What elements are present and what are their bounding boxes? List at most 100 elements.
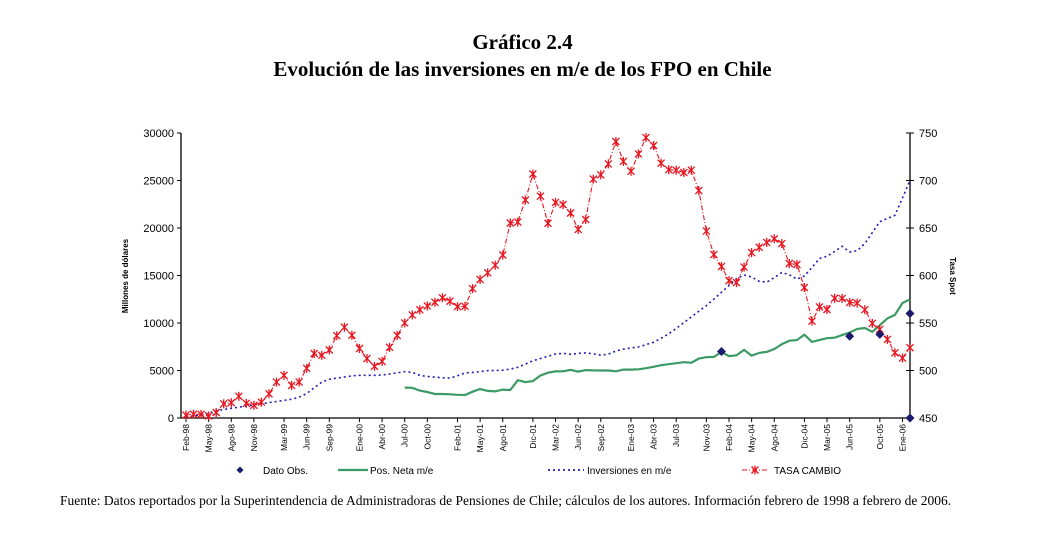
tasa-cambio-point bbox=[702, 226, 711, 236]
x-tick-label: Ago-01 bbox=[498, 424, 508, 452]
y2-tick-label: 450 bbox=[919, 413, 937, 425]
y-tick-label: 0 bbox=[168, 413, 174, 425]
tasa-cambio-point bbox=[536, 191, 545, 201]
x-tick-label: Feb-04 bbox=[724, 424, 734, 451]
tasa-cambio-point bbox=[272, 377, 281, 387]
y2-tick-label: 750 bbox=[919, 128, 937, 140]
x-tick-label: Dic-04 bbox=[799, 424, 809, 449]
tasa-cambio-point bbox=[559, 200, 568, 210]
x-tick-label: May-98 bbox=[204, 424, 214, 453]
tasa-cambio-point bbox=[544, 218, 552, 228]
x-tick-label: Jun-05 bbox=[845, 424, 855, 450]
x-tick-label: Sep-99 bbox=[324, 424, 334, 452]
tasa-cambio-point bbox=[249, 400, 258, 410]
series-line-pos-neta-m-e bbox=[404, 298, 911, 397]
x-tick-label: Mar-05 bbox=[822, 424, 832, 451]
tasa-cambio-point bbox=[189, 409, 198, 419]
x-tick-label: Abr-03 bbox=[649, 424, 659, 450]
tasa-cambio-point bbox=[393, 331, 402, 340]
y-tick-label: 10000 bbox=[143, 318, 174, 330]
tasa-cambio-point bbox=[408, 310, 417, 320]
y2-tick-label: 700 bbox=[919, 176, 937, 188]
tasa-cambio-point bbox=[446, 296, 454, 306]
tasa-cambio-point bbox=[611, 137, 620, 146]
tasa-cambio-point bbox=[453, 302, 462, 312]
y-tick-label: 25000 bbox=[143, 176, 174, 188]
tasa-cambio-point bbox=[664, 165, 673, 175]
tasa-cambio-point bbox=[280, 370, 288, 380]
tasa-cambio-point bbox=[415, 305, 424, 315]
tasa-cambio-point bbox=[838, 293, 847, 303]
tasa-cambio-point bbox=[808, 316, 816, 326]
x-tick-label: Ene-03 bbox=[626, 424, 636, 452]
tasa-cambio-point bbox=[800, 283, 809, 292]
x-tick-label: Nov-03 bbox=[701, 424, 711, 452]
tasa-cambio-point bbox=[212, 408, 221, 417]
legend-marker-dato-obs bbox=[236, 466, 244, 474]
tasa-cambio-point bbox=[785, 259, 794, 268]
line-chart: 0 5000 10000 15000 20000 25000 30000 450 500 550 6… bbox=[121, 128, 957, 477]
tasa-cambio-point bbox=[551, 197, 560, 207]
x-tick-label: Feb-01 bbox=[453, 424, 463, 451]
x-tick-label: Sep-02 bbox=[596, 424, 606, 452]
tasa-cambio-point bbox=[287, 380, 296, 390]
tasa-cambio-point bbox=[687, 165, 696, 175]
series-line-tasa-cambio bbox=[185, 136, 911, 417]
tasa-cambio-point bbox=[792, 260, 801, 269]
legend-label-inversiones: Inversiones en m/e bbox=[587, 466, 672, 477]
x-tick-label: Ene-00 bbox=[354, 424, 364, 452]
tasa-cambio-point bbox=[385, 342, 394, 352]
x-tick-label: May-04 bbox=[747, 424, 757, 453]
tasa-cambio-point bbox=[619, 156, 628, 166]
tasa-cambio-point bbox=[295, 377, 304, 387]
dato-obs-point bbox=[845, 331, 855, 341]
tasa-cambio-point bbox=[725, 276, 733, 286]
tasa-cambio-point bbox=[883, 334, 892, 344]
tasa-cambio-point bbox=[906, 343, 914, 353]
tasa-cambio-point bbox=[740, 262, 749, 272]
x-tick-label: Jun-99 bbox=[302, 424, 312, 450]
tasa-cambio-point bbox=[770, 234, 779, 244]
tasa-cambio-point bbox=[860, 305, 869, 315]
tasa-cambio-point bbox=[649, 141, 658, 150]
tasa-cambio-point bbox=[355, 344, 364, 353]
tasa-cambio-point bbox=[498, 250, 507, 260]
tasa-cambio-point bbox=[430, 297, 439, 307]
y-tick-label: 15000 bbox=[143, 271, 174, 283]
dato-obs-point bbox=[716, 347, 726, 356]
tasa-cambio-point bbox=[332, 331, 341, 341]
tasa-cambio-point bbox=[325, 345, 334, 355]
x-tick-label: May-01 bbox=[475, 424, 485, 453]
x-tick-label: Oct-00 bbox=[422, 424, 432, 450]
tasa-cambio-point bbox=[468, 284, 477, 294]
x-tick-label: Nov-98 bbox=[249, 424, 259, 452]
tasa-cambio-point bbox=[815, 302, 824, 312]
y2-tick-label: 500 bbox=[919, 366, 937, 378]
tasa-cambio-point bbox=[513, 217, 522, 227]
tasa-cambio-point bbox=[347, 330, 356, 340]
series-layer bbox=[182, 133, 915, 423]
tasa-cambio-point bbox=[762, 237, 771, 247]
tasa-cambio-point bbox=[589, 174, 598, 184]
tasa-cambio-point bbox=[265, 389, 273, 399]
x-tick-label: Feb-98 bbox=[181, 424, 191, 451]
tasa-cambio-point bbox=[566, 208, 575, 218]
tasa-cambio-point bbox=[717, 261, 726, 271]
y-tick-label: 20000 bbox=[143, 223, 174, 235]
y2-axis-label: Tasa Spot bbox=[948, 257, 957, 295]
x-tick-label: Mar-99 bbox=[279, 424, 289, 451]
x-tick-label: Jul-03 bbox=[671, 424, 681, 447]
tasa-cambio-point bbox=[234, 391, 243, 401]
tasa-cambio-point bbox=[219, 399, 228, 409]
tasa-cambio-point bbox=[197, 409, 206, 419]
x-tick-label: Ago-98 bbox=[226, 424, 236, 452]
x-tick-label: Oct-05 bbox=[875, 424, 885, 450]
dato-obs-point bbox=[905, 413, 915, 423]
tasa-cambio-point bbox=[521, 195, 530, 205]
tasa-cambio-point bbox=[227, 398, 236, 408]
y2-tick-label: 550 bbox=[919, 318, 937, 330]
tasa-cambio-point bbox=[528, 169, 537, 179]
tasa-cambio-point bbox=[679, 168, 688, 177]
x-tick-label: Mar-02 bbox=[551, 424, 561, 451]
tasa-cambio-point bbox=[634, 149, 643, 159]
